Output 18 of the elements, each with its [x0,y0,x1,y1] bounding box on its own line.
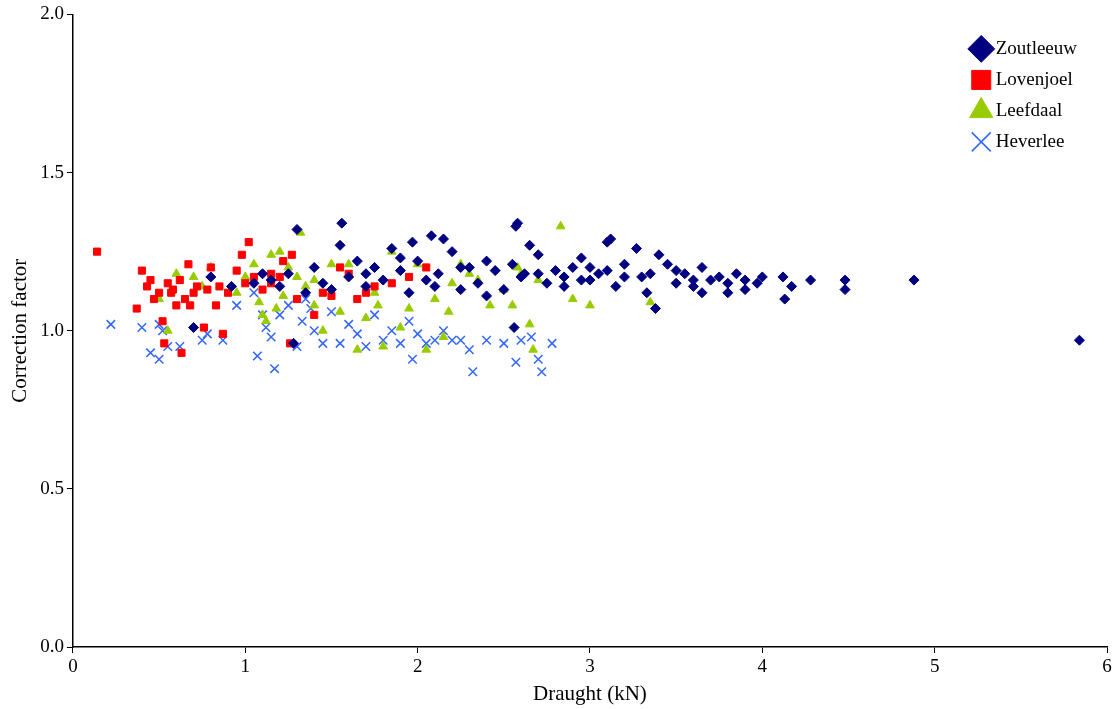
x-tick-label: 3 [585,655,595,677]
x-tick-label: 2 [412,655,423,677]
y-axis-title: Correction factor [7,258,32,403]
x-tick-label: 6 [1102,655,1112,677]
legend-label: Heverlee [995,129,1065,151]
x-tick-label: 4 [757,655,768,677]
y-tick-label: 0.5 [40,476,64,498]
y-tick-label: 1.5 [40,160,64,182]
legend-label: Leefdaal [995,98,1063,120]
y-tick-label: 0.0 [40,634,64,656]
x-tick-label: 1 [240,655,251,677]
legend-label: Lovenjoel [995,67,1073,89]
y-tick-label: 2.0 [40,2,64,24]
x-tick-label: 5 [929,655,940,677]
y-tick-label: 1.0 [40,318,64,340]
x-axis-title: Draught (kN) [533,680,647,705]
legend-label: Zoutleeuw [995,36,1078,58]
x-tick-label: 0 [68,655,78,677]
